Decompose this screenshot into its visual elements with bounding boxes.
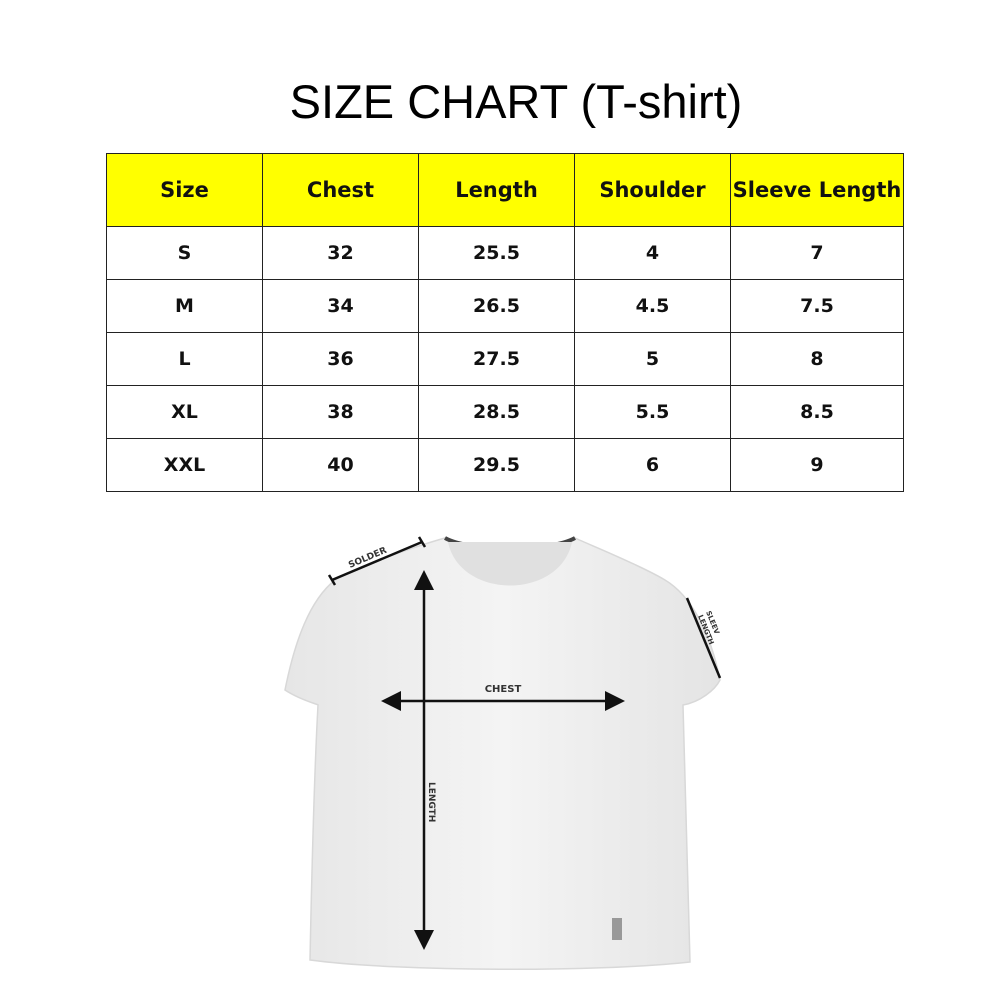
cell-size: XL bbox=[106, 385, 263, 439]
shoulder-tick bbox=[417, 536, 427, 548]
sleeve-measure-line bbox=[685, 597, 722, 679]
cell-size: M bbox=[106, 279, 263, 333]
length-label: LENGTH bbox=[426, 782, 436, 822]
cell-chest: 40 bbox=[262, 438, 419, 492]
cell-sleeve-length: 7 bbox=[730, 226, 904, 280]
table-row: M 34 26.5 4.5 7.5 bbox=[106, 279, 904, 333]
cell-shoulder: 6 bbox=[574, 438, 731, 492]
table-row: XL 38 28.5 5.5 8.5 bbox=[106, 385, 904, 439]
tshirt-logo-tag bbox=[612, 918, 622, 940]
cell-shoulder: 4 bbox=[574, 226, 731, 280]
cell-sleeve-length: 8 bbox=[730, 332, 904, 386]
chest-label: CHEST bbox=[485, 684, 522, 695]
table-row: S 32 25.5 4 7 bbox=[106, 226, 904, 280]
cell-size: S bbox=[106, 226, 263, 280]
cell-length: 28.5 bbox=[418, 385, 575, 439]
table-row: L 36 27.5 5 8 bbox=[106, 332, 904, 386]
tshirt-neck-inside bbox=[448, 542, 572, 586]
size-table: Size Chest Length Shoulder Sleeve Length… bbox=[106, 153, 904, 492]
table-row: XXL 40 29.5 6 9 bbox=[106, 438, 904, 492]
table-header-row: Size Chest Length Shoulder Sleeve Length bbox=[106, 153, 904, 227]
cell-sleeve-length: 8.5 bbox=[730, 385, 904, 439]
cell-shoulder: 5 bbox=[574, 332, 731, 386]
header-chest: Chest bbox=[262, 153, 419, 227]
cell-sleeve-length: 9 bbox=[730, 438, 904, 492]
shoulder-tick bbox=[327, 574, 337, 586]
cell-size: XXL bbox=[106, 438, 263, 492]
tshirt-shape bbox=[284, 537, 721, 970]
cell-length: 27.5 bbox=[418, 332, 575, 386]
shoulder-measure-line bbox=[331, 540, 423, 582]
cell-length: 29.5 bbox=[418, 438, 575, 492]
cell-length: 25.5 bbox=[418, 226, 575, 280]
header-size: Size bbox=[106, 153, 263, 227]
cell-chest: 36 bbox=[262, 332, 419, 386]
page-title: SIZE CHART (T-shirt) bbox=[289, 75, 743, 128]
cell-size: L bbox=[106, 332, 263, 386]
header-length: Length bbox=[418, 153, 575, 227]
header-sleeve-length: Sleeve Length bbox=[730, 153, 904, 227]
cell-chest: 34 bbox=[262, 279, 419, 333]
